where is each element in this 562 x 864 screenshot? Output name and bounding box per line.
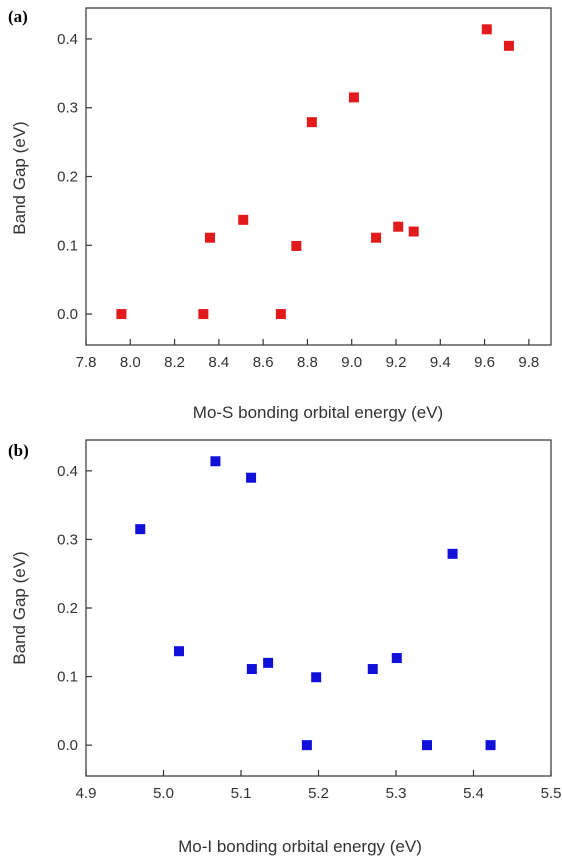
panel-a-y-tick-label: 0.2 <box>57 169 78 186</box>
panel-a-data-point <box>205 232 215 243</box>
panel-b-plot-frame <box>85 439 552 777</box>
panel-a-x-tick-label: 8.2 <box>164 354 185 371</box>
panel-b-data-point <box>485 740 496 751</box>
panel-a-x-axis-title: Mo-S bonding orbital energy (eV) <box>193 403 443 422</box>
panel-a-x-tick-label: 8.4 <box>208 354 229 371</box>
panel-a-data-point <box>116 309 127 320</box>
panel-a-label: (a) <box>8 7 28 26</box>
panel-b-data-point <box>422 740 432 751</box>
panel-b-data-point <box>246 472 257 483</box>
panel-b-y-axis-title: Band Gap (eV) <box>10 551 29 664</box>
panel-a-x-tick-label: 8.8 <box>297 354 318 371</box>
panel-a-data-point <box>238 214 249 225</box>
panel-b-data-point <box>301 740 312 751</box>
panel-a-points <box>116 24 514 320</box>
panel-b-y-tick-label: 0.2 <box>57 600 78 617</box>
panel-a-x-tick-label: 9.0 <box>341 354 362 371</box>
panel-b-y-ticks: 0.0 0.1 0.2 0.3 0.4 <box>57 463 92 754</box>
panel-a-y-axis-title: Band Gap (eV) <box>10 121 29 234</box>
panel-b-y-tick-label: 0.1 <box>57 669 78 686</box>
panel-a-data-point <box>291 240 302 251</box>
panel-b-x-tick-label: 5.3 <box>386 785 407 802</box>
panel-a-x-ticks: 7.8 8.0 8.2 8.4 8.6 8.8 9.0 9.2 9.4 9.6 9.8 <box>76 339 539 371</box>
panel-a-x-tick-label: 7.8 <box>76 354 97 371</box>
panel-a-x-tick-label: 9.2 <box>386 354 407 371</box>
panel-b-data-point <box>391 653 402 664</box>
panel-a-plot-frame <box>85 7 552 346</box>
panel-a-data-point <box>348 92 359 103</box>
panel-b-x-ticks: 4.9 5.0 5.1 5.2 5.3 5.4 5.5 <box>76 770 562 802</box>
panel-a-y-tick-label: 0.4 <box>57 31 78 48</box>
panel-b-x-tick-label: 4.9 <box>76 785 97 802</box>
panel-b-x-tick-label: 5.5 <box>541 785 562 802</box>
panel-b-x-tick-label: 5.0 <box>153 785 174 802</box>
panel-b-data-point <box>367 664 378 675</box>
panel-b-y-tick-label: 0.0 <box>57 737 78 754</box>
panel-b-label: (b) <box>8 441 29 460</box>
panel-b-x-tick-label: 5.1 <box>231 785 252 802</box>
panel-a-x-tick-label: 8.0 <box>120 354 141 371</box>
panel-b-data-point <box>174 646 184 657</box>
panel-b: (b) 4.9 5.0 5.1 5.2 5.3 5.4 5.5 0.00.10.20.30.… <box>8 439 562 856</box>
panel-a-data-point <box>275 309 286 320</box>
panel-a-data-point <box>393 221 404 232</box>
panel-a-x-tick-label: 8.6 <box>253 354 274 371</box>
panel-a-x-tick-label: 9.4 <box>430 354 451 371</box>
panel-b-data-point <box>135 524 146 535</box>
panel-a-x-tick-label: 9.8 <box>518 354 539 371</box>
panel-b-data-point <box>311 672 322 683</box>
panel-b-y-tick-label: 0.4 <box>57 463 78 480</box>
panel-a-data-point <box>503 40 514 51</box>
panel-a-y-tick-label: 0.0 <box>57 306 78 323</box>
panel-a-y-tick-label: 0.1 <box>57 237 78 254</box>
panel-b-y-tick-label: 0.3 <box>57 531 78 548</box>
panel-a-data-point <box>198 309 209 320</box>
panel-a-y-tick-label: 0.3 <box>57 100 78 117</box>
panel-a-data-point <box>481 24 492 35</box>
panel-b-points <box>135 456 496 751</box>
panel-b-data-point <box>246 664 257 675</box>
panel-a-data-point <box>408 226 419 237</box>
panel-a-y-ticks: 0.0 0.1 0.2 0.3 0.4 <box>57 31 92 323</box>
panel-a-x-tick-label: 9.6 <box>474 354 495 371</box>
panel-b-data-point <box>210 456 221 467</box>
panel-a: (a) 7.8 8.0 8.2 8.4 8.6 8.8 9.0 9.2 9.4 9.6 9.8 0.… <box>8 7 552 422</box>
panel-b-x-tick-label: 5.4 <box>463 785 484 802</box>
panel-b-data-point <box>263 657 274 668</box>
panel-a-data-point <box>306 117 317 128</box>
panel-b-x-tick-label: 5.2 <box>308 785 329 802</box>
panel-a-data-point <box>371 232 382 243</box>
panel-b-data-point <box>447 548 458 559</box>
panel-b-x-axis-title: Mo-I bonding orbital energy (eV) <box>178 837 422 856</box>
